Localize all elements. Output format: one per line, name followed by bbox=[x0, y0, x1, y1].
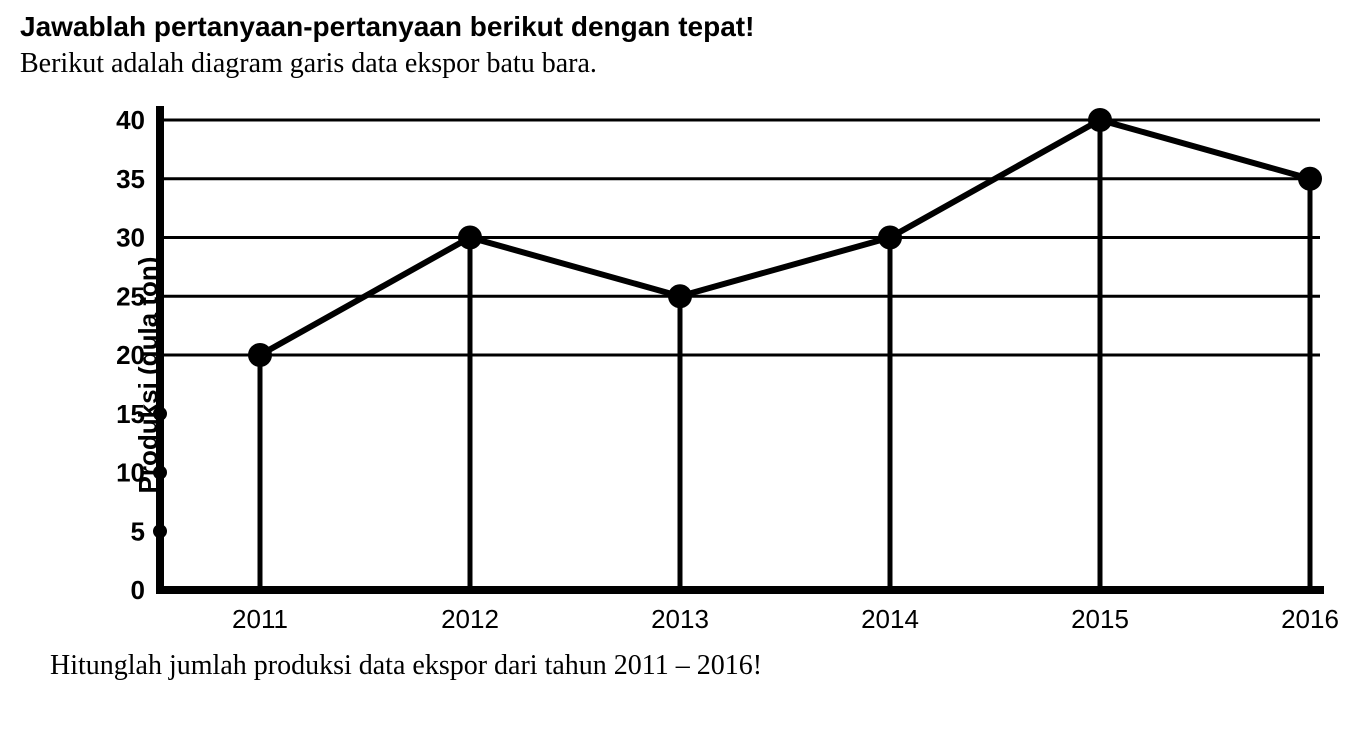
y-tick-label: 0 bbox=[131, 575, 145, 605]
data-point bbox=[248, 343, 272, 367]
data-point bbox=[1298, 167, 1322, 191]
x-tick-label: 2016 bbox=[1281, 604, 1339, 634]
data-point bbox=[1088, 108, 1112, 132]
y-tick-label: 30 bbox=[116, 222, 145, 252]
y-tick-label: 40 bbox=[116, 105, 145, 135]
x-tick-label: 2011 bbox=[232, 604, 288, 634]
instruction-title: Jawablah pertanyaan-pertanyaan berikut d… bbox=[20, 10, 1350, 44]
chart-description: Berikut adalah diagram garis data ekspor… bbox=[20, 46, 1350, 82]
question-text: Hitunglah jumlah produksi data ekspor da… bbox=[50, 650, 1350, 682]
data-point bbox=[878, 225, 902, 249]
line-chart: 0510152025303540201120122013201420152016 bbox=[80, 100, 1340, 650]
y-axis-label: Produksi (gula ton) bbox=[133, 257, 164, 494]
data-point bbox=[458, 225, 482, 249]
x-tick-label: 2013 bbox=[651, 604, 709, 634]
data-point bbox=[668, 284, 692, 308]
x-tick-label: 2012 bbox=[441, 604, 499, 634]
y-tick-label: 35 bbox=[116, 164, 145, 194]
chart-container: Produksi (gula ton) 05101520253035402011… bbox=[80, 100, 1340, 650]
y-tick-label: 5 bbox=[131, 516, 145, 546]
x-tick-label: 2015 bbox=[1071, 604, 1129, 634]
x-tick-label: 2014 bbox=[861, 604, 919, 634]
